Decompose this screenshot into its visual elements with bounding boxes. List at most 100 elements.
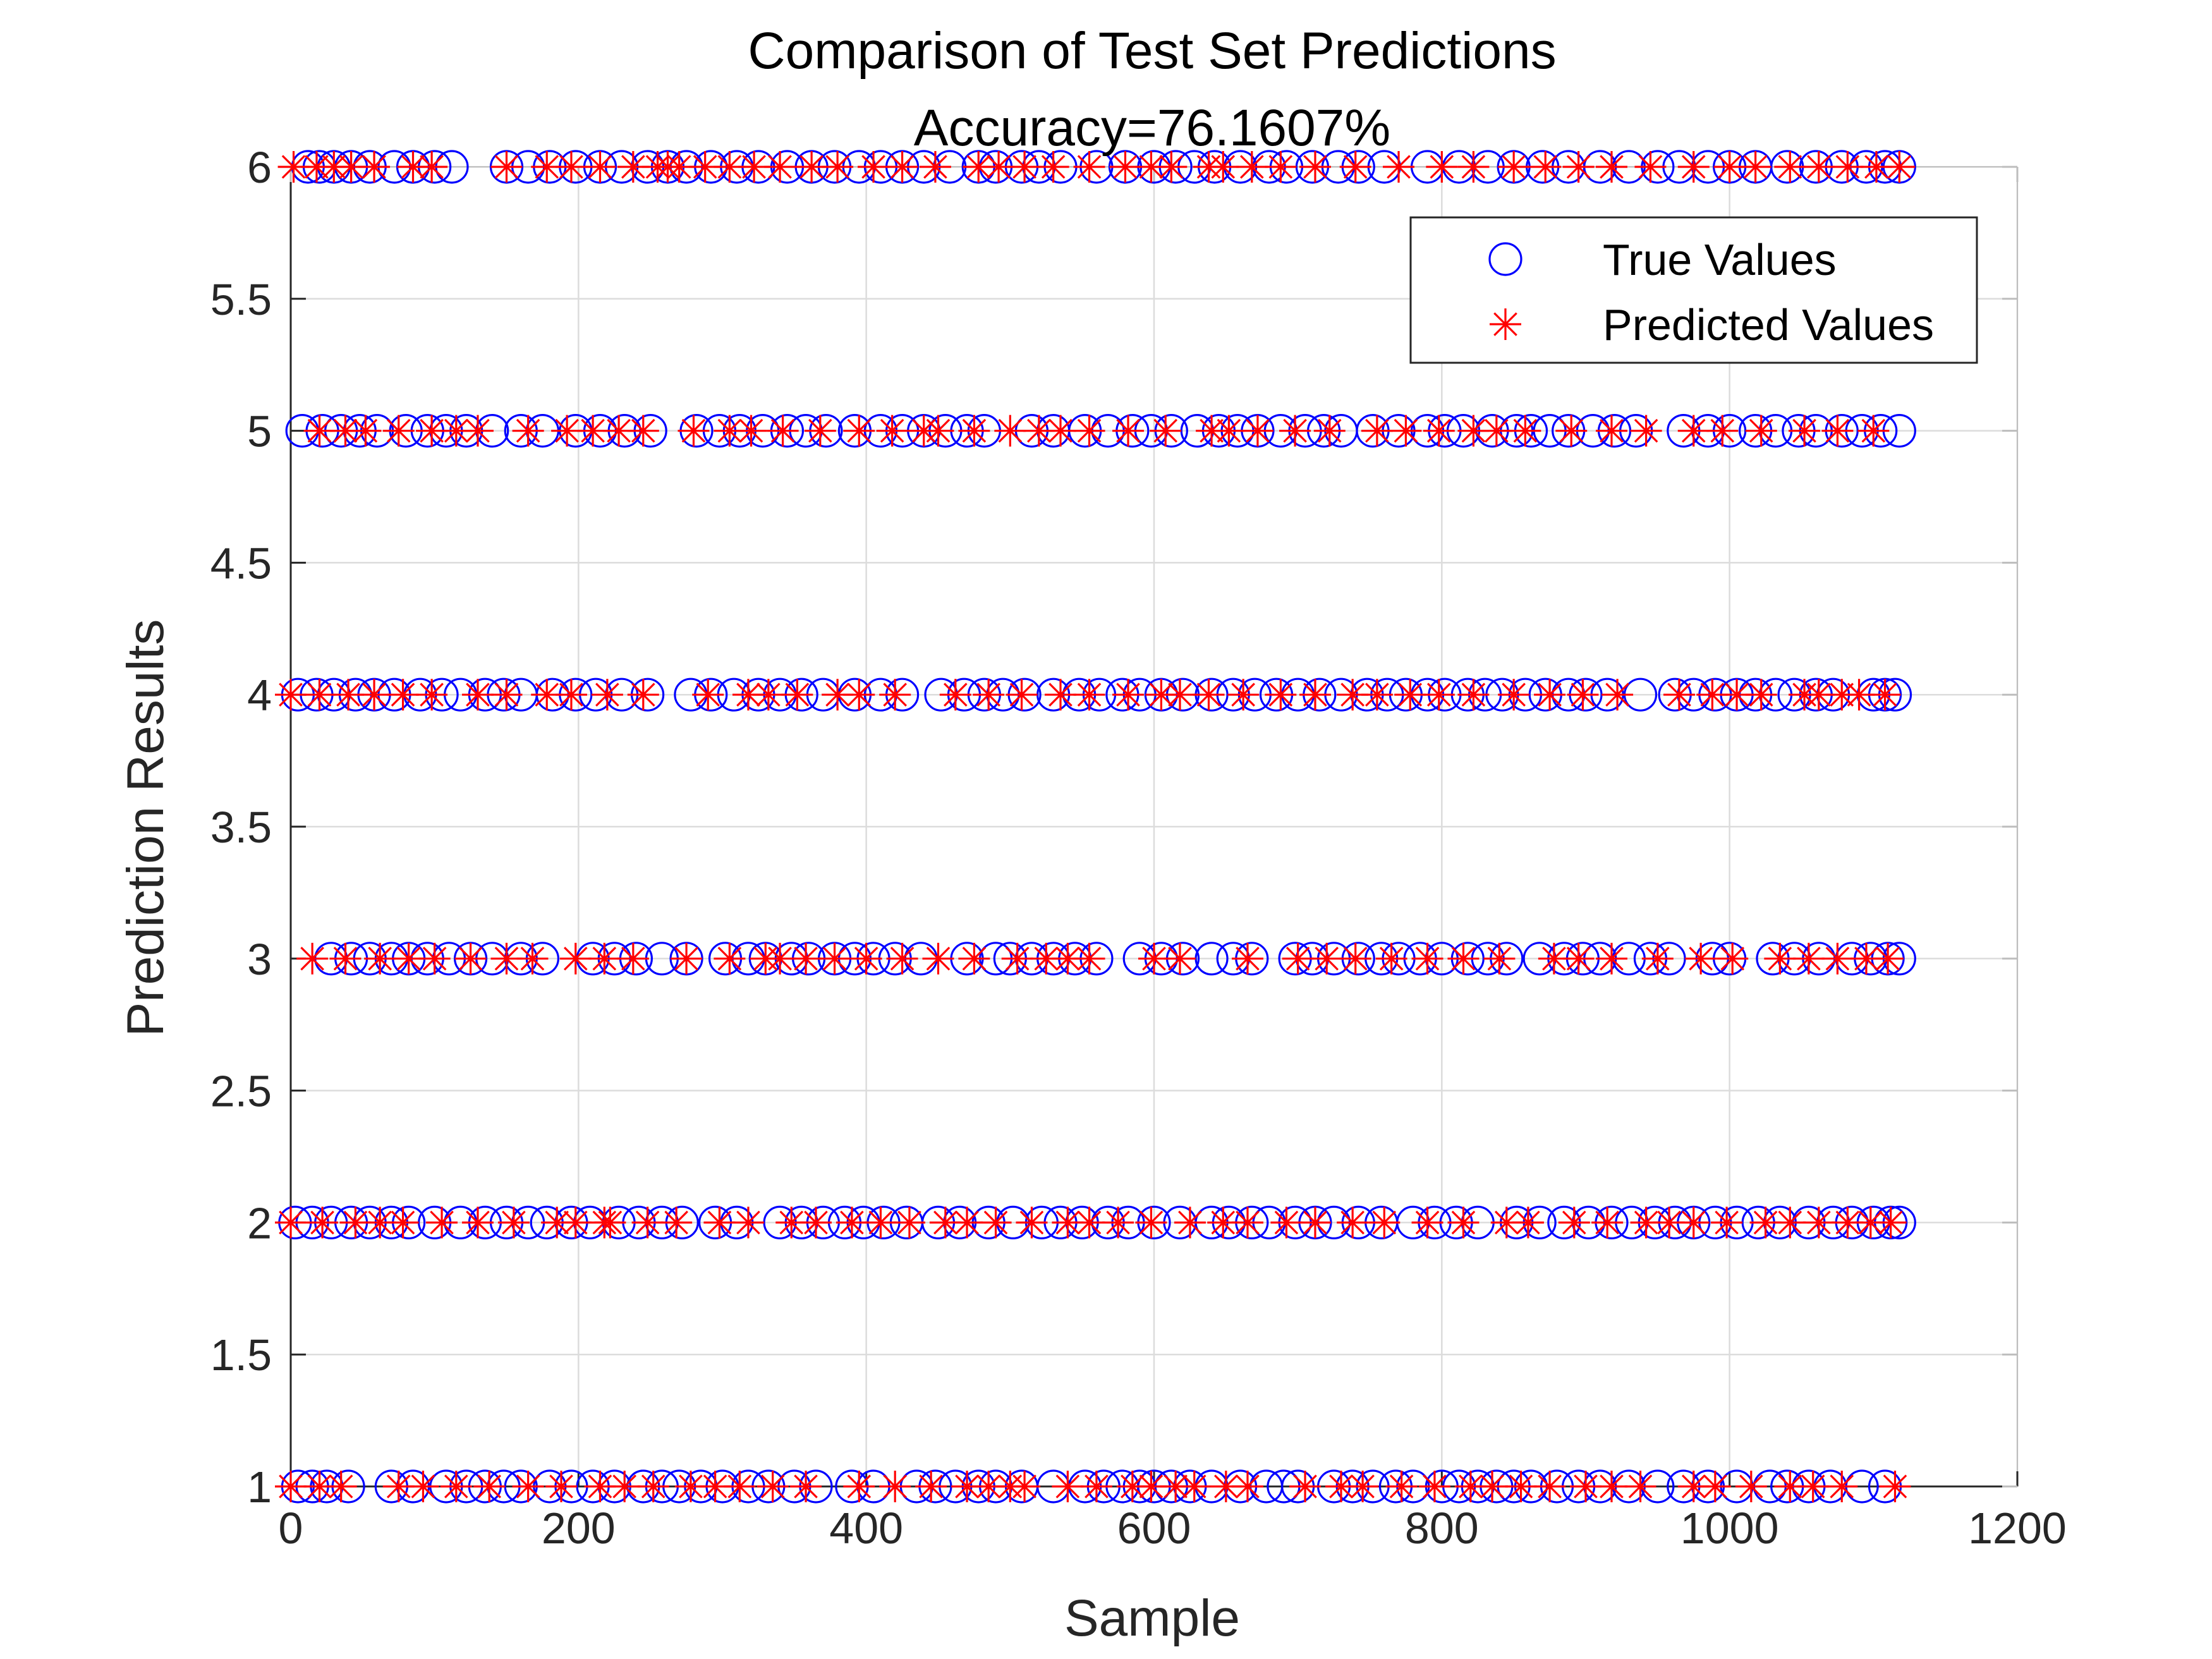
predicted-value-point xyxy=(732,679,764,711)
predicted-value-point xyxy=(1567,679,1599,711)
predicted-value-point xyxy=(325,1471,357,1502)
predicted-value-point xyxy=(631,1206,664,1239)
predicted-value-point xyxy=(915,1471,947,1502)
predicted-value-point xyxy=(1045,679,1077,711)
y-tick-label: 5 xyxy=(247,407,272,456)
predicted-value-point xyxy=(277,151,310,183)
predicted-value-point xyxy=(1213,415,1245,447)
predicted-value-point xyxy=(588,942,621,975)
predicted-value-point xyxy=(1299,1206,1331,1239)
predicted-value-point xyxy=(1562,151,1595,183)
y-tick-label: 3 xyxy=(247,935,272,984)
predicted-value-point xyxy=(1279,415,1311,447)
predicted-value-point xyxy=(724,1471,756,1502)
predicted-value-point xyxy=(1073,1206,1105,1239)
predicted-value-point xyxy=(329,415,362,447)
predicted-value-point xyxy=(1595,151,1627,183)
predicted-value-point xyxy=(627,679,659,711)
predicted-value-point xyxy=(1178,1471,1210,1502)
predicted-value-point xyxy=(275,1471,307,1502)
x-tick-label: 1000 xyxy=(1680,1504,1779,1553)
predicted-value-point xyxy=(1483,942,1516,975)
predicted-value-point xyxy=(1476,1471,1509,1502)
predicted-value-point xyxy=(1509,415,1541,447)
predicted-value-point xyxy=(1498,151,1530,183)
predicted-value-point xyxy=(1009,151,1041,183)
predicted-value-point xyxy=(799,1206,832,1239)
y-tick-label: 3.5 xyxy=(210,803,272,852)
predicted-value-point xyxy=(1164,942,1196,975)
predicted-value-point xyxy=(1109,151,1141,183)
predicted-value-point xyxy=(1696,679,1729,711)
predicted-value-point xyxy=(473,1471,506,1502)
y-tick-label: 2.5 xyxy=(210,1067,272,1116)
predicted-value-point xyxy=(407,1471,439,1502)
predicted-value-point xyxy=(1595,1471,1627,1502)
predicted-value-point xyxy=(1030,942,1062,975)
predicted-value-point xyxy=(490,679,523,711)
predicted-value-point xyxy=(1529,151,1562,183)
predicted-value-point xyxy=(1739,151,1771,183)
predicted-value-point xyxy=(1792,942,1825,975)
predicted-value-point xyxy=(1383,151,1415,183)
predicted-value-point xyxy=(1037,151,1069,183)
predicted-value-point xyxy=(617,151,649,183)
predicted-value-point xyxy=(951,1471,983,1502)
predicted-value-point xyxy=(876,415,908,447)
predicted-value-point xyxy=(594,1206,626,1239)
predicted-value-point xyxy=(1001,942,1033,975)
predicted-value-point xyxy=(1663,679,1695,711)
predicted-value-point xyxy=(497,1206,530,1239)
predicted-value-point xyxy=(1555,415,1588,447)
predicted-value-point xyxy=(757,1471,789,1502)
predicted-value-point xyxy=(627,415,659,447)
predicted-value-point xyxy=(512,1471,544,1502)
predicted-value-point xyxy=(416,679,448,711)
predicted-value-point xyxy=(843,1471,875,1502)
predicted-value-point xyxy=(1857,415,1890,447)
predicted-value-point xyxy=(1802,1206,1835,1239)
predicted-value-point xyxy=(358,679,391,711)
predicted-value-point xyxy=(1562,942,1595,975)
predicted-value-point xyxy=(850,942,882,975)
predicted-value-point xyxy=(818,942,851,975)
predicted-value-point xyxy=(1052,1471,1084,1502)
predicted-value-point xyxy=(1457,679,1490,711)
predicted-value-point xyxy=(865,1206,897,1239)
predicted-value-point xyxy=(1160,1471,1192,1502)
x-tick-label: 1200 xyxy=(1968,1504,2067,1553)
predicted-value-point xyxy=(1591,1206,1624,1239)
predicted-value-point xyxy=(1145,679,1177,711)
predicted-value-point xyxy=(1797,1471,1829,1502)
predicted-value-point xyxy=(1802,151,1835,183)
y-tick-label: 4 xyxy=(247,671,272,720)
predicted-value-point xyxy=(1774,1206,1806,1239)
predicted-value-point xyxy=(1749,1206,1782,1239)
legend-label-true: True Values xyxy=(1603,235,1837,284)
predicted-value-point xyxy=(1193,679,1225,711)
predicted-value-point xyxy=(512,415,544,447)
predicted-value-point xyxy=(843,415,875,447)
predicted-value-point xyxy=(1875,1206,1907,1239)
predicted-value-point xyxy=(1826,1471,1858,1502)
chart-subtitle: Accuracy=76.1607% xyxy=(914,99,1390,157)
predicted-value-point xyxy=(767,415,799,447)
predicted-value-point xyxy=(1764,942,1796,975)
predicted-value-point xyxy=(843,679,875,711)
predicted-value-point xyxy=(1498,679,1530,711)
predicted-value-point xyxy=(1480,415,1512,447)
predicted-value-point xyxy=(1236,151,1268,183)
predicted-value-point xyxy=(1073,151,1105,183)
predicted-value-point xyxy=(1016,1206,1048,1239)
predicted-value-point xyxy=(559,1206,592,1239)
predicted-value-point xyxy=(1339,942,1371,975)
predicted-value-point xyxy=(516,942,549,975)
predicted-value-point xyxy=(426,1206,458,1239)
predicted-value-point xyxy=(303,415,336,447)
predicted-value-point xyxy=(364,942,396,975)
predicted-value-point xyxy=(858,151,890,183)
predicted-value-point xyxy=(545,1471,578,1502)
predicted-value-point xyxy=(1595,415,1627,447)
predicted-value-point xyxy=(1394,679,1426,711)
predicted-value-point xyxy=(1457,151,1490,183)
